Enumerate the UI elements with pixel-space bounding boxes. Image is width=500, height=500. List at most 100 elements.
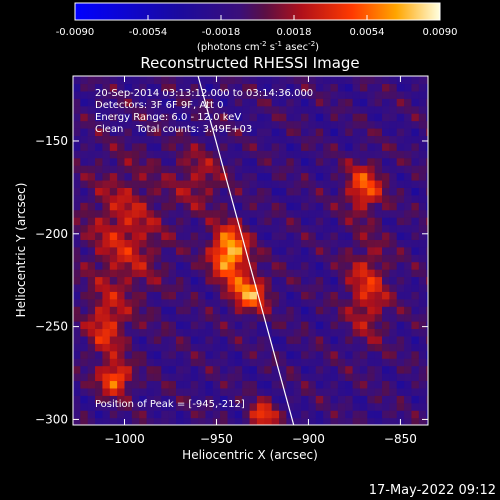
heatmap-cell xyxy=(352,187,361,196)
heatmap-cell xyxy=(345,135,354,144)
heatmap-cell xyxy=(95,321,104,330)
heatmap-cell xyxy=(183,172,192,181)
heatmap-cell xyxy=(359,90,368,99)
heatmap-cell xyxy=(212,157,221,166)
heatmap-cell xyxy=(301,276,310,285)
heatmap-cell xyxy=(249,313,258,322)
heatmap-cell xyxy=(418,306,427,315)
heatmap-cell xyxy=(190,358,199,367)
heatmap-cell xyxy=(124,410,133,419)
heatmap-cell xyxy=(323,335,332,344)
heatmap-cell xyxy=(308,380,317,389)
heatmap-cell xyxy=(73,365,81,374)
heatmap-cell xyxy=(124,283,133,292)
heatmap-cell xyxy=(242,298,251,307)
heatmap-cell xyxy=(117,165,126,174)
heatmap-cell xyxy=(279,269,287,278)
heatmap-cell xyxy=(301,202,310,211)
heatmap-cell xyxy=(301,373,310,382)
heatmap-cell xyxy=(102,321,111,330)
heatmap-cell xyxy=(124,83,133,92)
heatmap-cell xyxy=(352,298,361,307)
heatmap-cell xyxy=(426,76,428,85)
heatmap-cell xyxy=(190,306,199,315)
heatmap-cell xyxy=(124,202,133,211)
heatmap-cell xyxy=(352,98,361,107)
heatmap-cell xyxy=(80,261,89,270)
heatmap-cell xyxy=(374,410,383,419)
heatmap-cell xyxy=(183,157,192,166)
heatmap-cell xyxy=(337,350,346,359)
heatmap-cell xyxy=(330,365,339,374)
heatmap-cell xyxy=(308,313,317,322)
heatmap-cell xyxy=(404,202,413,211)
heatmap-cell xyxy=(95,269,104,278)
heatmap-cell xyxy=(359,298,368,307)
heatmap-cell xyxy=(418,142,427,151)
heatmap-cell xyxy=(286,417,295,425)
heatmap-cell xyxy=(271,150,280,159)
heatmap-cell xyxy=(220,135,229,144)
heatmap-cell xyxy=(139,254,148,263)
heatmap-cell xyxy=(102,343,111,352)
heatmap-cell xyxy=(242,105,251,114)
heatmap-cell xyxy=(80,313,89,322)
heatmap-cell xyxy=(418,98,427,107)
heatmap-cell xyxy=(389,98,398,107)
heatmap-cell xyxy=(337,187,346,196)
heatmap-cell xyxy=(153,150,162,159)
heatmap-cell xyxy=(73,328,81,337)
heatmap-cell xyxy=(374,142,383,151)
heatmap-cell xyxy=(411,269,420,278)
heatmap-cell xyxy=(220,298,229,307)
heatmap-cell xyxy=(315,157,324,166)
heatmap-cell xyxy=(124,328,133,337)
heatmap-cell xyxy=(234,142,243,151)
heatmap-cell xyxy=(359,328,368,337)
heatmap-cell xyxy=(337,373,346,382)
heatmap-cell xyxy=(73,283,81,292)
heatmap-cell xyxy=(396,365,405,374)
heatmap-cell xyxy=(80,365,89,374)
heatmap-cell xyxy=(374,395,383,404)
heatmap-cell xyxy=(73,350,81,359)
heatmap-cell xyxy=(374,328,383,337)
heatmap-cell xyxy=(198,105,207,114)
heatmap-cell xyxy=(271,90,280,99)
heatmap-cell xyxy=(330,239,339,248)
heatmap-cell xyxy=(124,194,133,203)
heatmap-cell xyxy=(139,150,148,159)
heatmap-cell xyxy=(242,142,251,151)
heatmap-cell xyxy=(426,350,428,359)
heatmap-cell xyxy=(139,127,148,137)
heatmap-cell xyxy=(382,150,390,159)
colorbar-tick-label: 0.0054 xyxy=(350,27,385,38)
heatmap-cell xyxy=(176,120,184,129)
heatmap-cell xyxy=(146,365,155,374)
heatmap-cell xyxy=(411,113,420,122)
heatmap-cell xyxy=(404,321,413,330)
heatmap-cell xyxy=(87,365,96,374)
heatmap-cell xyxy=(396,217,405,226)
heatmap-cell xyxy=(286,254,295,263)
heatmap-cell xyxy=(190,410,199,419)
heatmap-cell xyxy=(168,165,177,174)
heatmap-cell xyxy=(426,105,428,114)
heatmap-cell xyxy=(382,283,390,292)
heatmap-cell xyxy=(374,127,383,137)
heatmap-cell xyxy=(323,387,332,396)
heatmap-cell xyxy=(382,358,390,367)
heatmap-cell xyxy=(330,254,339,263)
heatmap-cell xyxy=(168,417,177,425)
heatmap-cell xyxy=(102,254,111,263)
heatmap-cell xyxy=(117,410,126,419)
heatmap-cell xyxy=(315,142,324,151)
heatmap-cell xyxy=(286,231,295,240)
heatmap-cell xyxy=(359,76,368,85)
heatmap-cell xyxy=(198,358,207,367)
heatmap-cell xyxy=(374,98,383,107)
heatmap-cell xyxy=(153,306,162,315)
heatmap-cell xyxy=(271,224,280,233)
heatmap-cell xyxy=(315,113,324,122)
heatmap-cell xyxy=(190,209,199,218)
